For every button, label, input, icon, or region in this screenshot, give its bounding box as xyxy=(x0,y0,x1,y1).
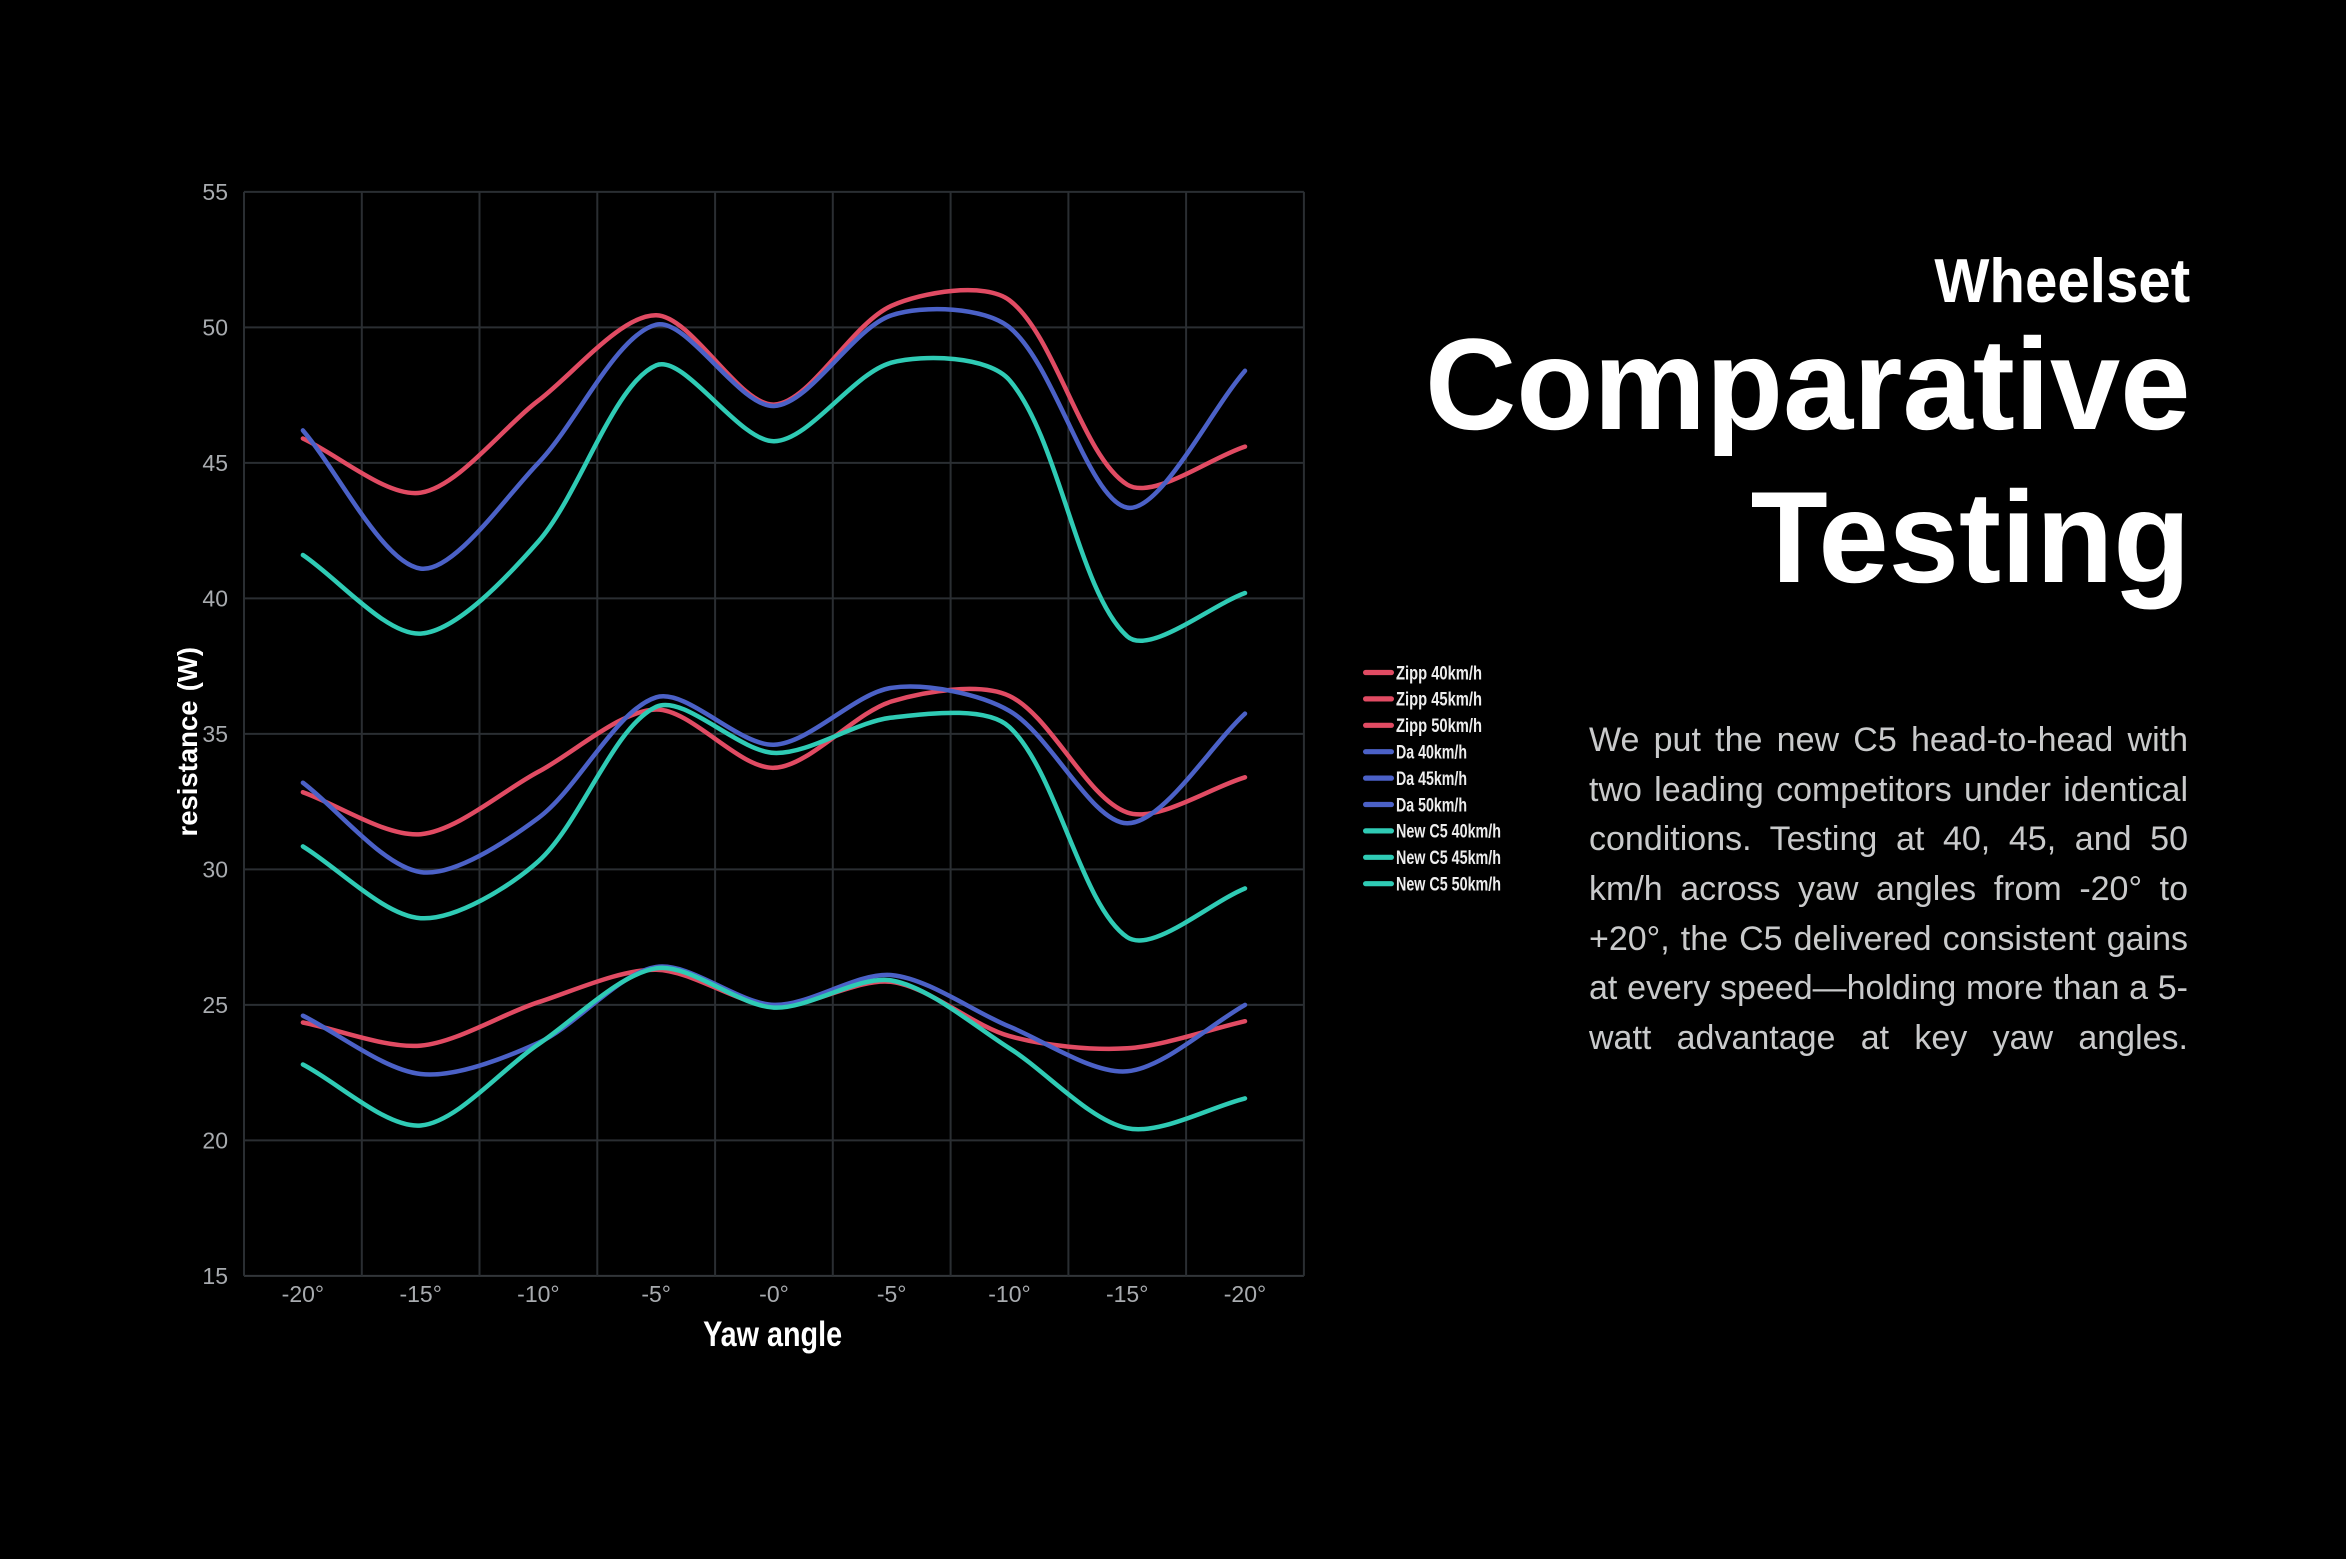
svg-text:15: 15 xyxy=(202,1263,228,1289)
svg-text:-20°: -20° xyxy=(282,1281,324,1307)
svg-text:45: 45 xyxy=(202,450,228,476)
svg-text:Zipp 50km/h: Zipp 50km/h xyxy=(1396,716,1482,737)
svg-text:New C5 40km/h: New C5 40km/h xyxy=(1396,822,1501,843)
svg-text:-5°: -5° xyxy=(877,1281,907,1307)
svg-text:40: 40 xyxy=(202,585,228,611)
svg-text:35: 35 xyxy=(202,721,228,747)
svg-text:Da 45km/h: Da 45km/h xyxy=(1396,769,1467,790)
svg-text:-15°: -15° xyxy=(1106,1281,1148,1307)
svg-text:Da 50km/h: Da 50km/h xyxy=(1396,795,1467,816)
svg-text:55: 55 xyxy=(202,179,228,205)
svg-text:resistance (W): resistance (W) xyxy=(172,642,203,837)
svg-text:Zipp 40km/h: Zipp 40km/h xyxy=(1396,663,1482,684)
svg-text:Da 40km/h: Da 40km/h xyxy=(1396,743,1467,764)
svg-text:-15°: -15° xyxy=(399,1281,441,1307)
svg-text:-5°: -5° xyxy=(641,1281,671,1307)
svg-text:-10°: -10° xyxy=(517,1281,559,1307)
svg-text:New C5 50km/h: New C5 50km/h xyxy=(1396,875,1501,896)
svg-text:-20°: -20° xyxy=(1224,1281,1266,1307)
svg-text:Yaw angle: Yaw angle xyxy=(703,1315,842,1354)
svg-text:50: 50 xyxy=(202,314,228,340)
svg-text:-10°: -10° xyxy=(988,1281,1030,1307)
svg-text:-0°: -0° xyxy=(759,1281,789,1307)
svg-text:30: 30 xyxy=(202,856,228,882)
svg-text:New C5 45km/h: New C5 45km/h xyxy=(1396,848,1501,869)
svg-text:Zipp 45km/h: Zipp 45km/h xyxy=(1396,690,1482,711)
svg-text:25: 25 xyxy=(202,992,228,1018)
svg-text:20: 20 xyxy=(202,1127,228,1153)
